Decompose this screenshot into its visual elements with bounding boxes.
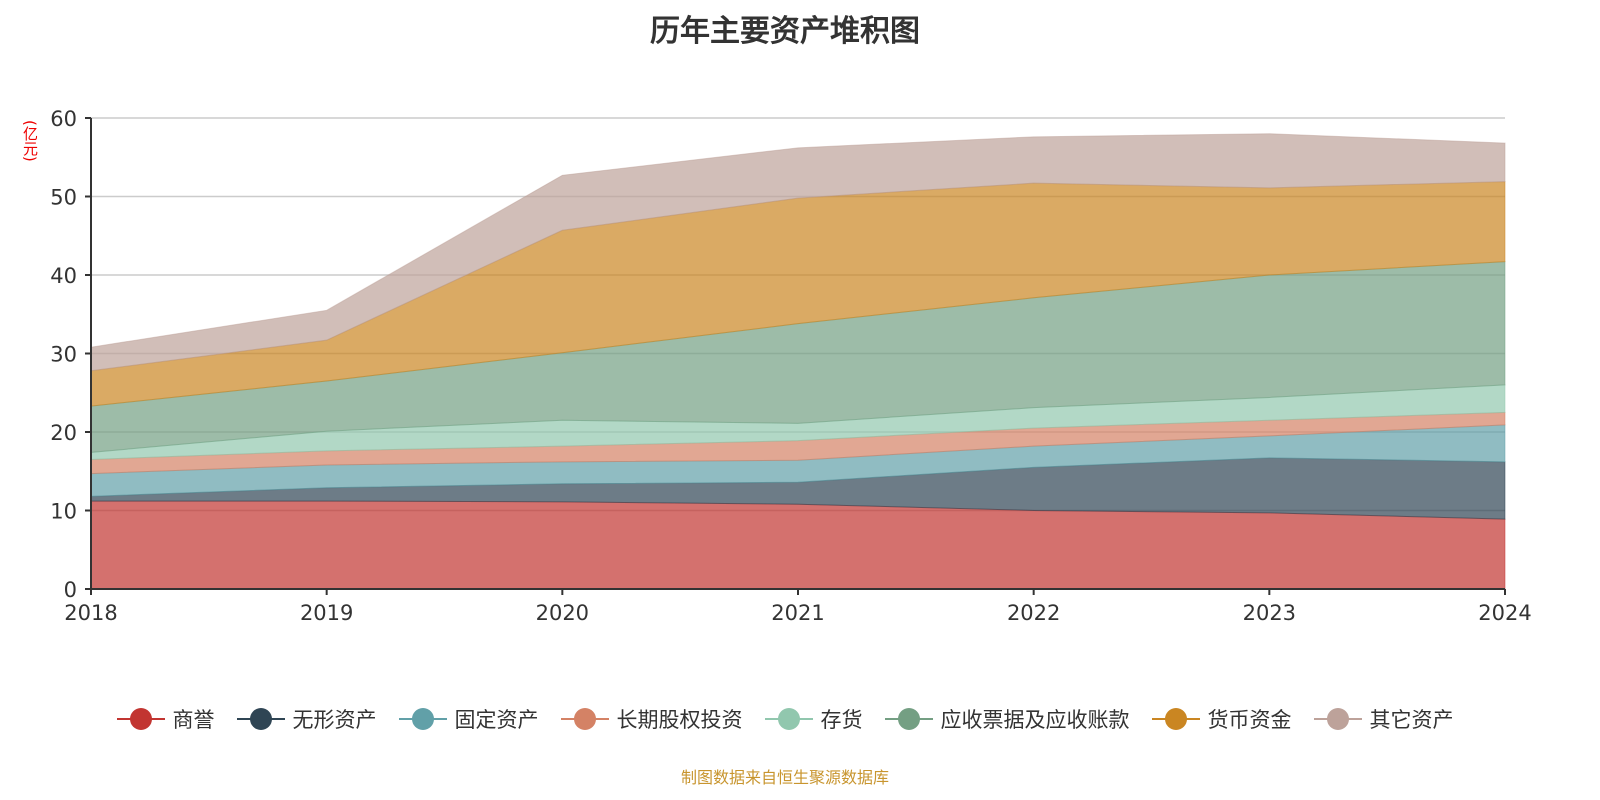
legend-item[interactable]: 长期股权投资 [560,704,743,734]
legend-label: 应收票据及应收账款 [940,708,1130,732]
x-tick-label: 2022 [1007,601,1060,625]
x-tick-label: 2020 [536,601,589,625]
legend: 商誉 无形资产 固定资产 长期股权投资 存货 应收票据及应收账款 货币资金 其它资产 [0,704,1570,734]
y-tick-label: 40 [50,264,77,288]
chart-plot: 0 10 20 30 40 50 60 2018 2019 2020 2021 2022 2023 202… [50,107,1531,625]
chart-title: 历年主要资产堆积图 [650,14,920,49]
legend-label: 货币资金 [1207,708,1292,732]
legend-swatch-icon [236,707,285,731]
legend-label: 固定资产 [454,708,539,732]
legend-swatch-icon [1151,707,1200,731]
legend-label: 商誉 [172,708,215,732]
legend-swatch-icon [560,707,609,731]
legend-item[interactable]: 货币资金 [1151,704,1292,734]
y-tick-label: 10 [50,500,77,524]
legend-item[interactable]: 存货 [764,704,863,734]
y-tick-label: 30 [50,343,77,367]
legend-item[interactable]: 其它资产 [1313,704,1454,734]
legend-item[interactable]: 应收票据及应收账款 [884,704,1130,734]
x-tick-label: 2023 [1243,601,1296,625]
x-tick-label: 2019 [300,601,353,625]
y-axis-unit: (亿元) [21,120,39,162]
y-tick-label: 50 [50,186,77,210]
legend-label: 存货 [820,708,863,732]
legend-label: 其它资产 [1369,708,1454,732]
y-tick-label: 20 [50,421,77,445]
legend-swatch-icon [764,707,813,731]
legend-item[interactable]: 无形资产 [236,704,377,734]
legend-item[interactable]: 商誉 [116,704,215,734]
y-tick-label: 60 [50,107,77,131]
legend-swatch-icon [116,707,165,731]
legend-label: 长期股权投资 [616,708,743,732]
x-tick-label: 2018 [64,601,117,625]
legend-swatch-icon [1313,707,1362,731]
x-tick-label: 2024 [1478,601,1531,625]
source-note: 制图数据来自恒生聚源数据库 [680,768,889,787]
legend-item[interactable]: 固定资产 [398,704,539,734]
y-tick-label: 0 [64,578,77,602]
legend-swatch-icon [398,707,447,731]
area-0 [90,500,1506,590]
legend-label: 无形资产 [292,708,377,732]
legend-swatch-icon [884,707,933,731]
area-7 [90,133,1506,372]
x-tick-label: 2021 [771,601,824,625]
